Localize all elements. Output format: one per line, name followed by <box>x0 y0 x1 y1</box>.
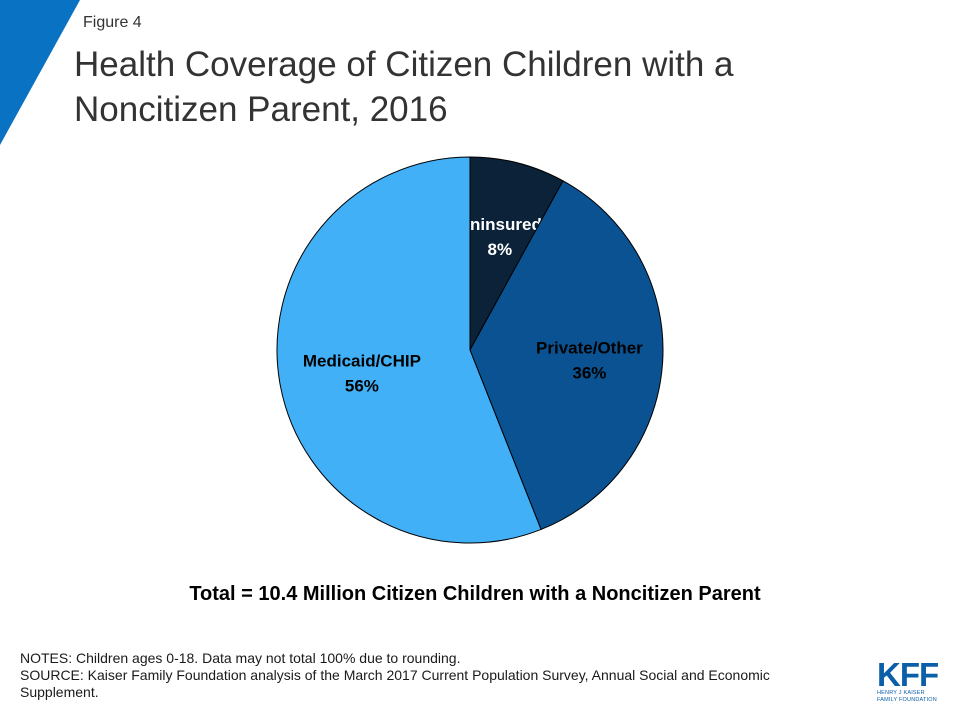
pie-slice-private-other <box>469 180 664 531</box>
notes-block: NOTES: Children ages 0-18. Data may not … <box>20 650 820 701</box>
slice-label-private-other: Private/Other <box>536 339 643 358</box>
notes-line: NOTES: Children ages 0-18. Data may not … <box>20 650 461 666</box>
slice-value-private-other: 36% <box>572 364 606 383</box>
corner-stripe-decoration <box>0 0 80 145</box>
total-caption: Total = 10.4 Million Citizen Children wi… <box>189 583 761 605</box>
figure-label: Figure 4 <box>83 14 142 31</box>
slice-label-medicaid-chip: Medicaid/CHIP <box>303 352 421 371</box>
kff-logo: KFF HENRY J KAISER FAMILY FOUNDATION <box>877 656 949 704</box>
logo-mark: KFF <box>877 656 939 693</box>
logo-subtitle-line2: FAMILY FOUNDATION <box>877 697 937 703</box>
pie-chart: Uninsured 8% Private/Other 36% Medicaid/CHIP… <box>276 156 664 544</box>
source-line: SOURCE: Kaiser Family Foundation analysi… <box>20 667 770 700</box>
slice-value-medicaid-chip: 56% <box>345 377 379 396</box>
pie-slice-medicaid-chip <box>276 156 542 544</box>
slice-value-uninsured: 8% <box>488 240 513 259</box>
logo-subtitle-line1: HENRY J KAISER <box>877 690 925 696</box>
slice-label-uninsured: Uninsured <box>458 215 542 234</box>
chart-title: Health Coverage of Citizen Children with… <box>74 45 734 129</box>
pie-slice-uninsured <box>469 156 564 351</box>
